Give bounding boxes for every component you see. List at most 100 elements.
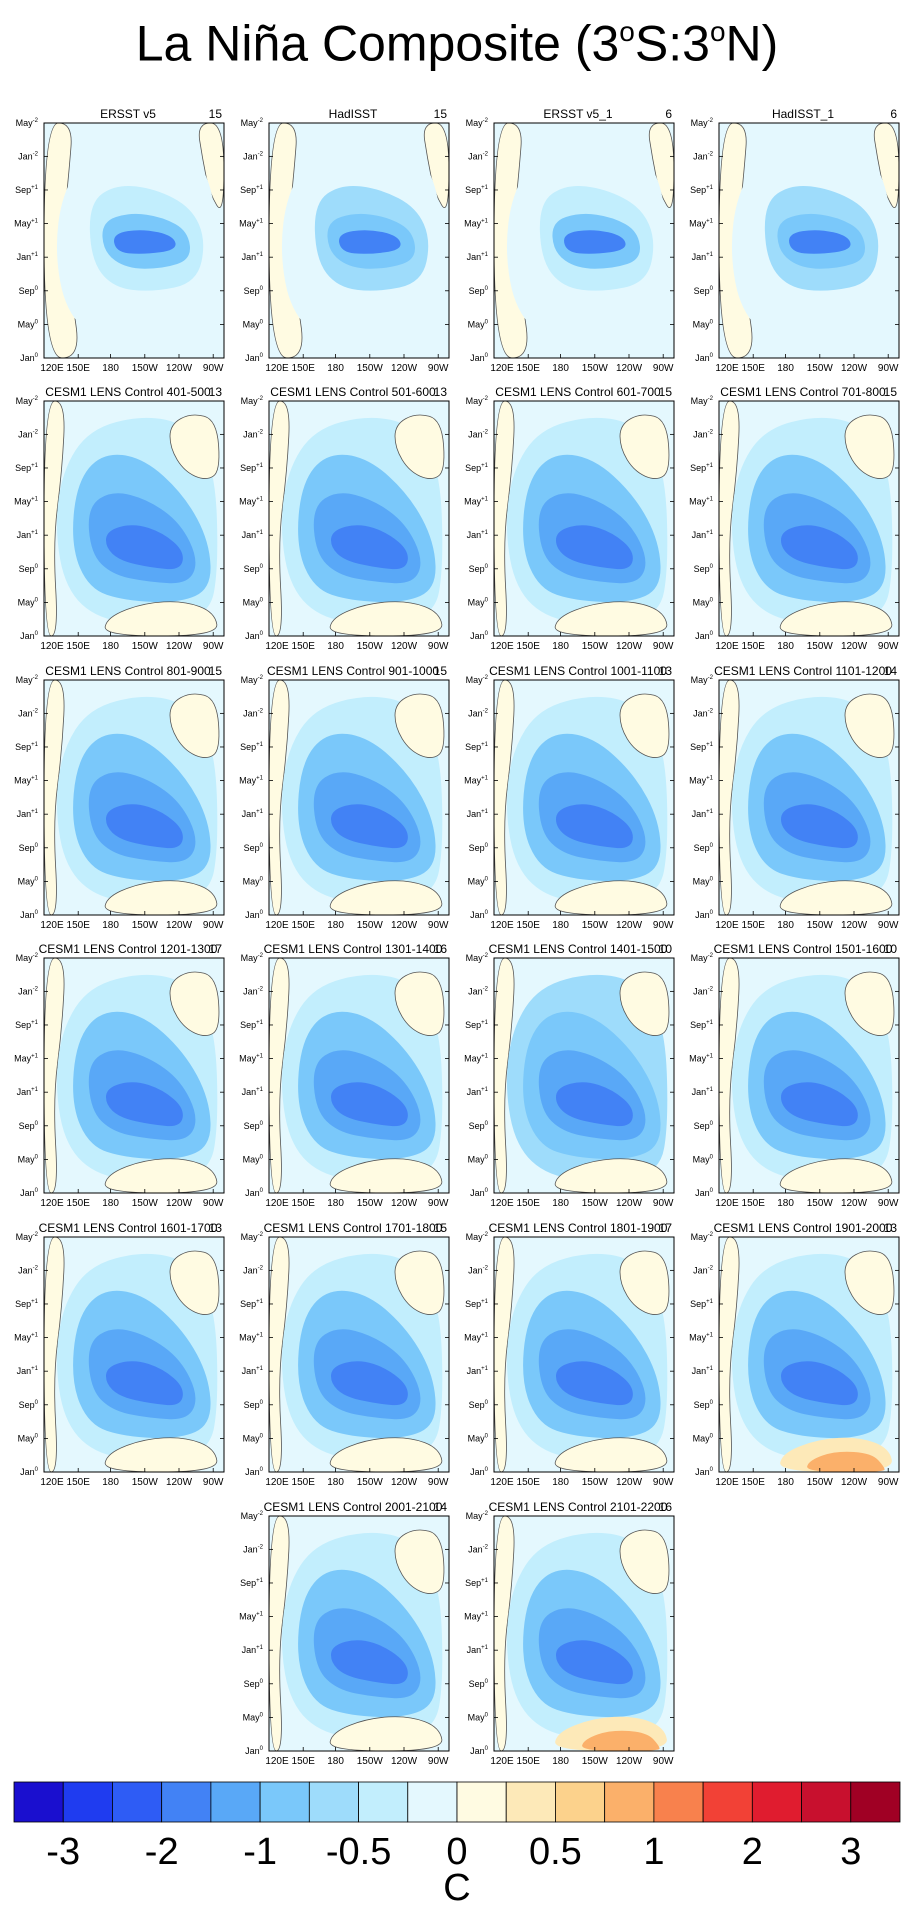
x-tick-label: 120W <box>616 1477 643 1488</box>
panel-contours <box>719 123 899 358</box>
colorbar-swatch <box>112 1781 163 1823</box>
x-tick-label: 150W <box>582 1756 609 1767</box>
contour-region <box>564 230 626 254</box>
panel-count: 14 <box>884 664 898 678</box>
y-tick-label: Jan0 <box>20 1467 39 1477</box>
contour-region <box>619 414 670 479</box>
x-tick-label: 150E <box>67 641 91 652</box>
x-tick-label: 120W <box>841 1198 868 1209</box>
panel-title: CESM1 LENS Control 1701-1800 <box>264 1221 443 1235</box>
y-tick-label: May0 <box>468 597 489 607</box>
y-tick-label: Jan+1 <box>17 252 39 262</box>
contour-region <box>106 804 183 849</box>
panel-contours <box>269 1516 445 1751</box>
x-tick-label: 150W <box>582 1198 609 1209</box>
x-tick-label: 120E <box>265 1477 289 1488</box>
colorbar-swatch <box>161 1781 212 1823</box>
panel-contours <box>269 123 449 358</box>
y-tick-label: Jan-2 <box>243 429 264 439</box>
x-tick-label: 120W <box>841 920 868 931</box>
x-tick-label: 90W <box>653 363 674 374</box>
panel-count: 13 <box>209 385 223 399</box>
y-tick-label: Sep0 <box>244 1679 264 1689</box>
y-tick-label: May0 <box>243 1433 264 1443</box>
x-tick-label: 120E <box>490 363 514 374</box>
colorbar-swatch <box>259 1781 310 1823</box>
x-tick-label: 120W <box>391 1198 418 1209</box>
panel-count: 10 <box>884 942 898 956</box>
contour-region <box>394 1250 445 1315</box>
y-tick-label: Sep+1 <box>240 1578 264 1588</box>
panel-contours <box>719 401 895 636</box>
y-tick-label: May+1 <box>14 776 39 786</box>
y-tick-label: May+1 <box>239 1333 264 1343</box>
y-tick-label: May0 <box>243 597 264 607</box>
y-tick-label: Jan+1 <box>692 1366 714 1376</box>
x-tick-label: 150E <box>517 1756 541 1767</box>
x-tick-label: 150E <box>292 1477 316 1488</box>
x-tick-label: 150W <box>582 1477 609 1488</box>
y-tick-label: May-2 <box>691 675 714 685</box>
title-text: La Niña Composite (3 <box>135 15 620 72</box>
x-tick-label: 120E <box>40 641 64 652</box>
y-tick-label: May+1 <box>464 1333 489 1343</box>
figure-title: La Niña Composite (3oS:3oN) <box>0 4 914 74</box>
y-tick-label: May+1 <box>464 776 489 786</box>
x-tick-label: 120W <box>616 920 643 931</box>
panel-frame <box>268 679 450 916</box>
y-tick-label: Jan0 <box>695 631 714 641</box>
x-tick-label: 180 <box>102 641 119 652</box>
colorbar: -3 -2 -1 -0.5 0 0.5 1 2 3 C <box>13 1781 901 1909</box>
y-tick-label: Sep+1 <box>690 463 714 473</box>
x-tick-label: 120E <box>40 920 64 931</box>
y-tick-label: Jan-2 <box>468 986 489 996</box>
y-tick-label: Sep0 <box>694 286 714 296</box>
x-tick-label: 150W <box>582 641 609 652</box>
panel-frame <box>493 1515 675 1752</box>
y-tick-label: Jan0 <box>245 910 264 920</box>
y-tick-label: Jan-2 <box>18 1265 39 1275</box>
x-tick-label: 120E <box>40 363 64 374</box>
x-tick-label: 90W <box>878 641 899 652</box>
y-tick-label: Jan-2 <box>693 708 714 718</box>
panel-contours <box>719 680 895 915</box>
x-tick-label: 180 <box>327 1198 344 1209</box>
contour-region <box>844 693 895 758</box>
contour-region <box>844 1250 895 1315</box>
contour-region <box>556 1361 633 1406</box>
x-tick-label: 120E <box>490 641 514 652</box>
x-tick-label: 150E <box>517 1477 541 1488</box>
y-tick-label: Sep0 <box>19 843 39 853</box>
x-tick-label: 150E <box>67 920 91 931</box>
y-tick-label: Sep0 <box>469 1400 489 1410</box>
colorbar-tick-label: 0.5 <box>529 1831 582 1873</box>
x-tick-label: 180 <box>327 1756 344 1767</box>
panel-count: 10 <box>659 942 673 956</box>
y-tick-label: Sep+1 <box>465 463 489 473</box>
y-tick-label: May+1 <box>239 1612 264 1622</box>
panel-count: 15 <box>884 385 898 399</box>
y-tick-label: Sep+1 <box>690 742 714 752</box>
contour-region <box>619 693 670 758</box>
y-tick-label: Sep0 <box>19 564 39 574</box>
y-tick-label: May+1 <box>689 776 714 786</box>
x-tick-label: 120E <box>265 641 289 652</box>
panel-title: ERSST v5 <box>100 107 156 121</box>
x-tick-label: 90W <box>878 920 899 931</box>
x-tick-label: 90W <box>653 1198 674 1209</box>
y-tick-label: Jan-2 <box>468 429 489 439</box>
y-tick-label: Jan-2 <box>468 1544 489 1554</box>
x-tick-label: 90W <box>428 1756 449 1767</box>
y-tick-label: May0 <box>468 1712 489 1722</box>
x-tick-label: 90W <box>653 920 674 931</box>
colorbar-swatch <box>850 1781 901 1823</box>
x-tick-label: 150E <box>67 363 91 374</box>
y-tick-label: May+1 <box>464 1054 489 1064</box>
x-tick-label: 90W <box>878 1198 899 1209</box>
y-tick-label: Jan+1 <box>242 530 264 540</box>
